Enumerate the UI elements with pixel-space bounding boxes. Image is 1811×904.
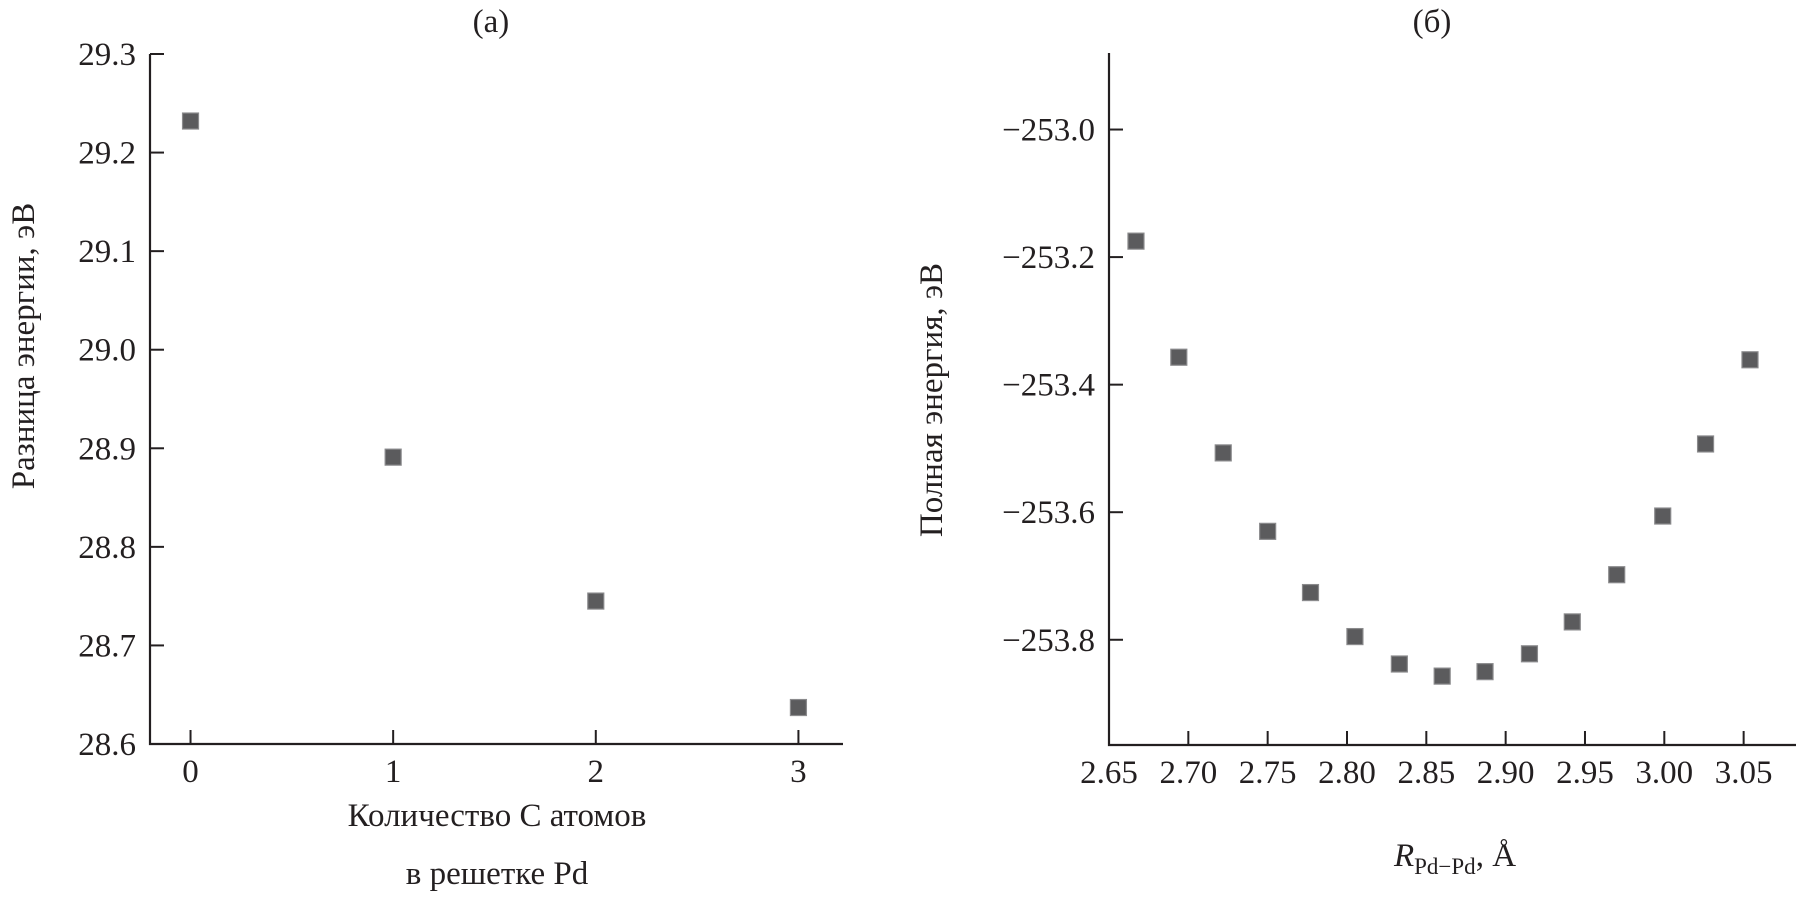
panel-b-y-tick-label: −253.4 — [1002, 368, 1095, 404]
panel-b-x-tick-label: 2.70 — [1159, 755, 1217, 791]
panel-b-data-point — [1608, 566, 1626, 584]
panel-a-x-tick-label: 0 — [182, 754, 199, 790]
panel-a-data-point — [587, 592, 605, 610]
panel-a-y-tick-label: 29.0 — [78, 333, 136, 369]
panel-b-data-point — [1390, 655, 1408, 673]
panel-a-x-tick-label: 2 — [588, 754, 605, 790]
panel-b-data-point — [1476, 663, 1494, 681]
panel-a-points — [181, 112, 808, 717]
panel-b-data-point — [1127, 232, 1145, 250]
panel-b-y-tick-label: −253.2 — [1002, 240, 1095, 276]
panel-a-y-axis-label: Разница энергии, эВ — [6, 203, 42, 489]
panel-b-x-tick-label: 2.80 — [1318, 755, 1376, 791]
panel-a-y-tick-label: 29.2 — [78, 136, 136, 172]
x-axis-subscript: Pd−Pd — [1414, 854, 1476, 879]
panel-b-data-point — [1259, 522, 1277, 540]
panel-b-y-tick-label: −253.0 — [1002, 113, 1095, 149]
panel-b-data-point — [1563, 613, 1581, 631]
panel-b-axes — [1107, 53, 1796, 747]
panel-a-y-tick-label: 28.6 — [78, 727, 136, 763]
panel-b-data-point — [1433, 667, 1451, 685]
panel-b-x-tick-label: 2.95 — [1556, 755, 1614, 791]
panel-a-x-axis-label-line2: в решетке Pd — [406, 856, 589, 892]
panel-b-data-point — [1520, 645, 1539, 663]
panel-b-x-tick-label: 3.05 — [1715, 755, 1773, 791]
panel-b-scatter: (б) Полная энергия, эВ RPd−Pd, Å 2.65 2.7… — [914, 4, 1796, 879]
panel-a-x-axis-label-line1: Количество C атомов — [348, 798, 647, 834]
x-axis-symbol: R — [1393, 838, 1414, 874]
panel-a-y-tick-label: 28.9 — [78, 431, 136, 467]
panel-b-y-tick-label: −253.8 — [1002, 623, 1095, 659]
x-axis-unit: , Å — [1476, 837, 1517, 874]
panel-b-ticks: 2.65 2.70 2.75 2.80 2.85 2.90 2.95 3.00 3.05 −253… — [1002, 53, 1796, 791]
panel-b-data-point — [1346, 627, 1364, 646]
panel-a-axes — [148, 54, 843, 746]
panel-b-x-axis-label: RPd−Pd, Å — [1393, 837, 1516, 879]
panel-a-scatter: (a) Разница энергии, эВ Количество C ато… — [6, 4, 843, 892]
panel-b-y-axis-label: Полная энергия, эВ — [914, 263, 950, 537]
panel-a-data-point — [789, 698, 808, 717]
panel-b-data-point — [1214, 444, 1232, 462]
panel-b-x-tick-label: 2.75 — [1239, 755, 1297, 791]
panel-a-data-point — [181, 112, 200, 130]
panel-a-y-tick-label: 29.1 — [78, 234, 136, 270]
panel-b-x-tick-label: 3.00 — [1635, 755, 1693, 791]
panel-b-data-point — [1741, 351, 1759, 369]
panel-a-y-tick-label: 28.7 — [78, 628, 136, 664]
panel-b-data-point — [1170, 348, 1188, 366]
panel-b-x-tick-label: 2.90 — [1477, 755, 1535, 791]
panel-a-y-tick-label: 29.3 — [78, 37, 136, 73]
panel-b-y-tick-label: −253.6 — [1002, 495, 1095, 531]
panel-a-label: (a) — [473, 4, 510, 40]
panel-b-data-point — [1696, 435, 1715, 453]
panel-a-data-point — [384, 448, 402, 466]
panel-a-x-tick-label: 3 — [790, 754, 807, 790]
panel-a-x-tick-label: 1 — [385, 754, 402, 790]
panel-b-label: (б) — [1413, 4, 1452, 40]
panel-b-data-point — [1654, 507, 1672, 525]
panel-b-points — [1127, 232, 1759, 685]
panel-a-y-tick-label: 28.8 — [78, 530, 136, 566]
panel-b-data-point — [1301, 583, 1320, 602]
panel-b-x-tick-label: 2.65 — [1080, 755, 1138, 791]
panel-b-x-tick-label: 2.85 — [1397, 755, 1455, 791]
panel-a-ticks: 0 1 2 3 28.6 28.7 28.8 28.9 29.0 29.1 29.2 29.3 — [78, 37, 843, 790]
